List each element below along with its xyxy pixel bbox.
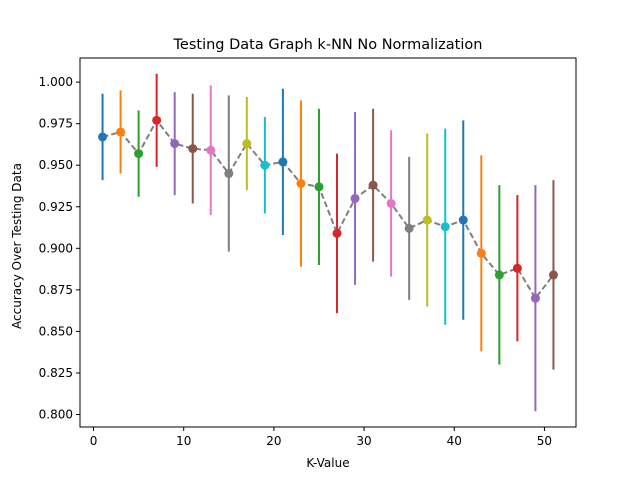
plot-area bbox=[98, 73, 558, 412]
x-tick-label: 40 bbox=[447, 434, 462, 448]
data-point-k-15 bbox=[224, 169, 234, 179]
data-point-k-31 bbox=[368, 180, 378, 190]
data-point-k-1 bbox=[98, 132, 108, 142]
y-tick-label: 0.925 bbox=[39, 200, 73, 214]
y-tick-label: 0.900 bbox=[39, 241, 73, 255]
y-tick-label: 0.800 bbox=[39, 408, 73, 422]
data-point-k-9 bbox=[170, 139, 180, 149]
y-tick-label: 0.950 bbox=[39, 158, 73, 172]
data-point-k-49 bbox=[530, 293, 540, 303]
y-tick-label: 0.850 bbox=[39, 324, 73, 338]
y-tick-label: 1.000 bbox=[39, 75, 73, 89]
x-tick-label: 10 bbox=[176, 434, 191, 448]
data-point-k-25 bbox=[314, 182, 324, 192]
x-tick-label: 0 bbox=[90, 434, 98, 448]
x-axis-label: K-Value bbox=[306, 456, 349, 470]
data-point-k-23 bbox=[296, 178, 306, 188]
data-point-k-51 bbox=[548, 270, 558, 280]
x-tick-label: 30 bbox=[356, 434, 371, 448]
x-tick-label: 20 bbox=[266, 434, 281, 448]
data-point-k-17 bbox=[242, 139, 252, 149]
data-point-k-11 bbox=[188, 144, 198, 154]
axes: 0 10 20 30 40 50 0.800 0.825 0.850 0.875 0.900 0.92… bbox=[39, 57, 577, 448]
data-point-k-13 bbox=[206, 145, 216, 155]
data-point-k-7 bbox=[152, 115, 162, 125]
data-point-k-33 bbox=[386, 198, 396, 208]
axes-frame bbox=[79, 57, 577, 428]
y-tick-label: 0.975 bbox=[39, 117, 73, 131]
data-point-k-45 bbox=[494, 270, 504, 280]
data-point-k-21 bbox=[278, 157, 288, 167]
data-point-k-47 bbox=[512, 263, 522, 273]
y-tick-label: 0.875 bbox=[39, 283, 73, 297]
data-point-k-35 bbox=[404, 223, 414, 233]
data-point-k-5 bbox=[134, 149, 144, 159]
data-point-k-3 bbox=[116, 127, 126, 137]
data-point-k-41 bbox=[458, 215, 468, 225]
data-point-k-29 bbox=[350, 193, 360, 203]
chart-title: Testing Data Graph k-NN No Normalization bbox=[173, 37, 483, 53]
y-axis-label: Accuracy Over Testing Data bbox=[10, 163, 24, 329]
y-tick-label: 0.825 bbox=[39, 366, 73, 380]
data-point-k-39 bbox=[440, 222, 450, 232]
data-point-k-43 bbox=[476, 248, 486, 258]
data-point-k-37 bbox=[422, 215, 432, 225]
data-point-k-27 bbox=[332, 228, 342, 238]
x-tick-label: 50 bbox=[537, 434, 552, 448]
data-point-k-19 bbox=[260, 160, 270, 170]
